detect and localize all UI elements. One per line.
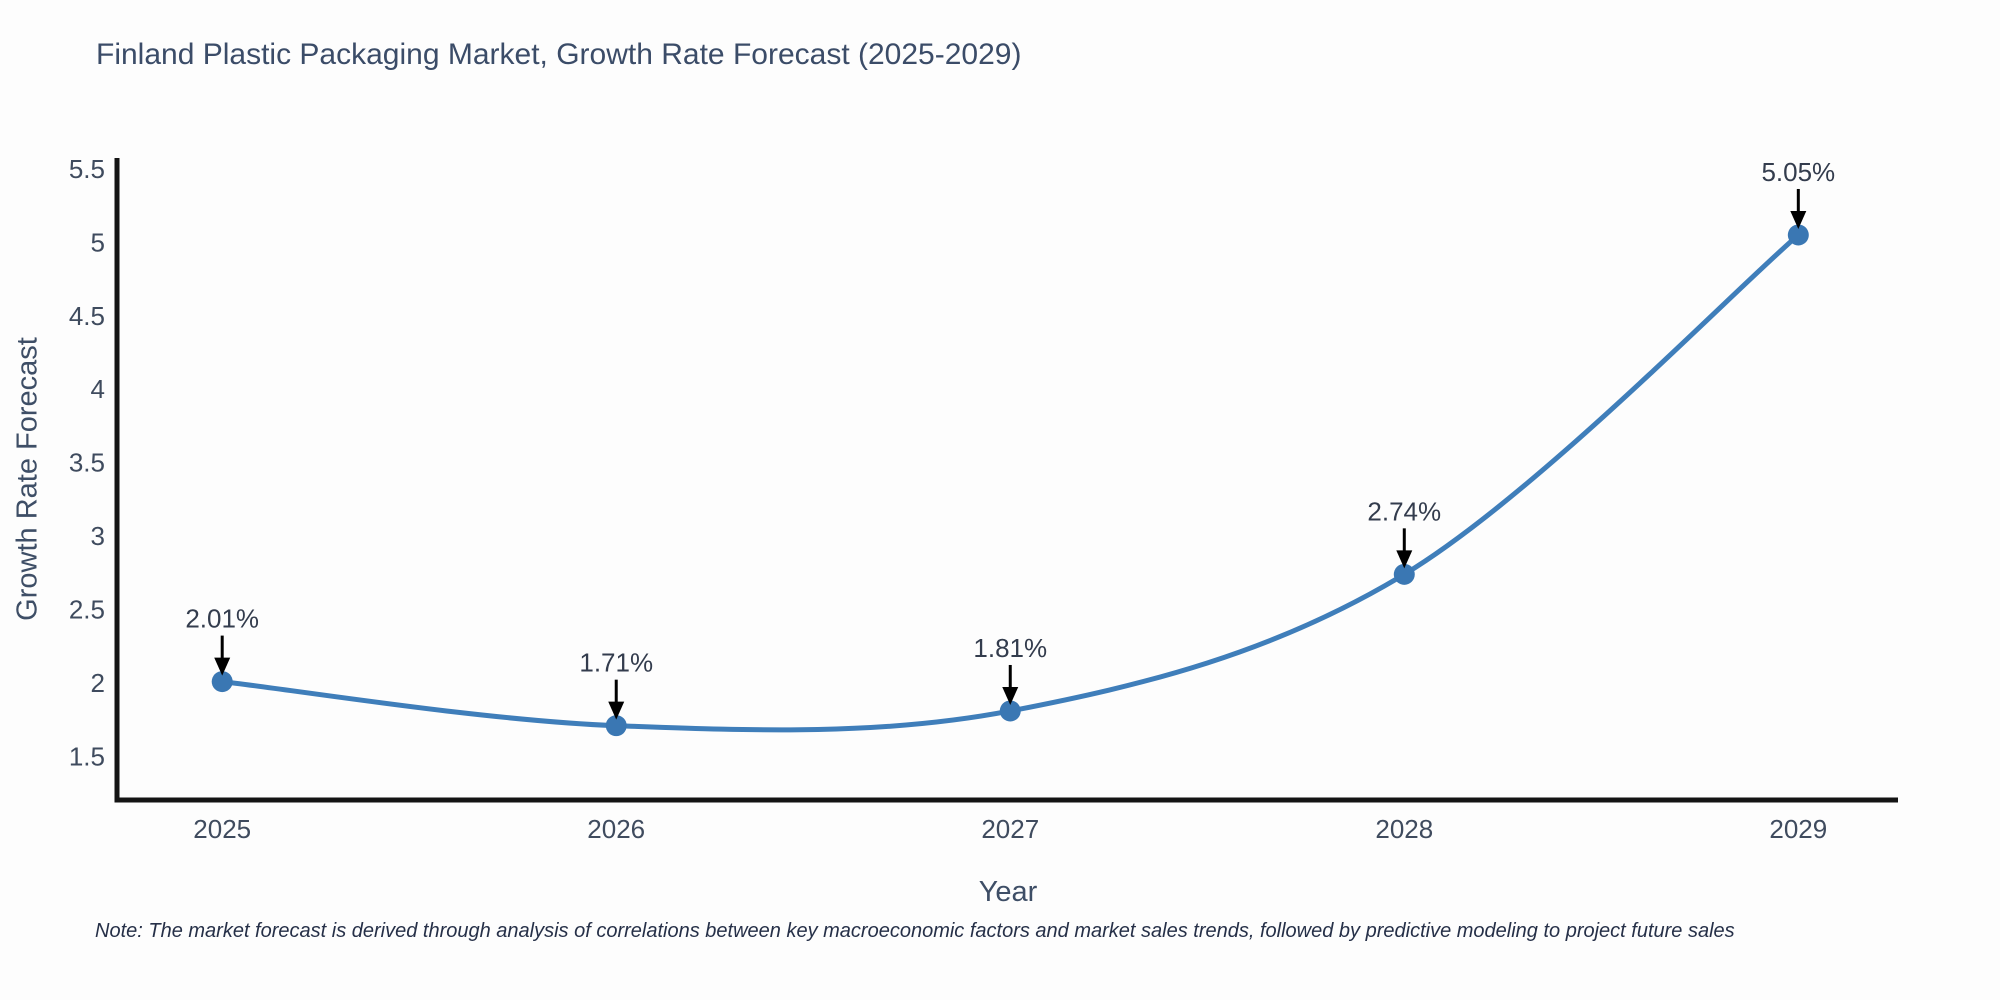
x-axis-title: Year [978,876,1038,908]
y-tick-label: 5.5 [69,154,105,184]
data-point-marker[interactable] [605,715,627,737]
y-tick-label: 5 [91,227,105,257]
x-tick-label: 2029 [1769,814,1827,844]
data-point-marker[interactable] [999,700,1021,722]
footnote: Note: The market forecast is derived thr… [95,920,1735,942]
point-value-label: 1.81% [973,633,1047,663]
annotation-arrowhead [1790,210,1807,229]
point-value-label: 1.71% [579,648,653,678]
point-value-label: 2.74% [1367,496,1441,526]
annotation-arrowhead [1002,686,1019,705]
y-tick-label: 4.5 [69,301,105,331]
y-tick-label: 4 [91,374,105,404]
annotation-arrowhead [1396,550,1413,569]
y-tick-label: 2 [91,668,105,698]
series-line [219,232,1801,733]
chart-title: Finland Plastic Packaging Market, Growth… [96,38,1022,71]
data-point-marker[interactable] [211,671,233,693]
y-tick-label: 3.5 [69,448,105,478]
annotation-arrowhead [608,701,625,720]
x-tick-label: 2027 [981,814,1039,844]
x-tick-label: 2026 [587,814,645,844]
y-tick-label: 2.5 [69,595,105,625]
data-point-marker[interactable] [1787,224,1809,246]
point-value-label: 2.01% [185,604,259,634]
annotation-arrowhead [214,657,231,676]
x-tick-label: 2028 [1375,814,1433,844]
data-point-marker[interactable] [1393,563,1415,585]
y-tick-label: 3 [91,521,105,551]
x-tick-label: 2025 [193,814,251,844]
point-value-label: 5.05% [1761,157,1835,187]
y-tick-label: 1.5 [69,742,105,772]
